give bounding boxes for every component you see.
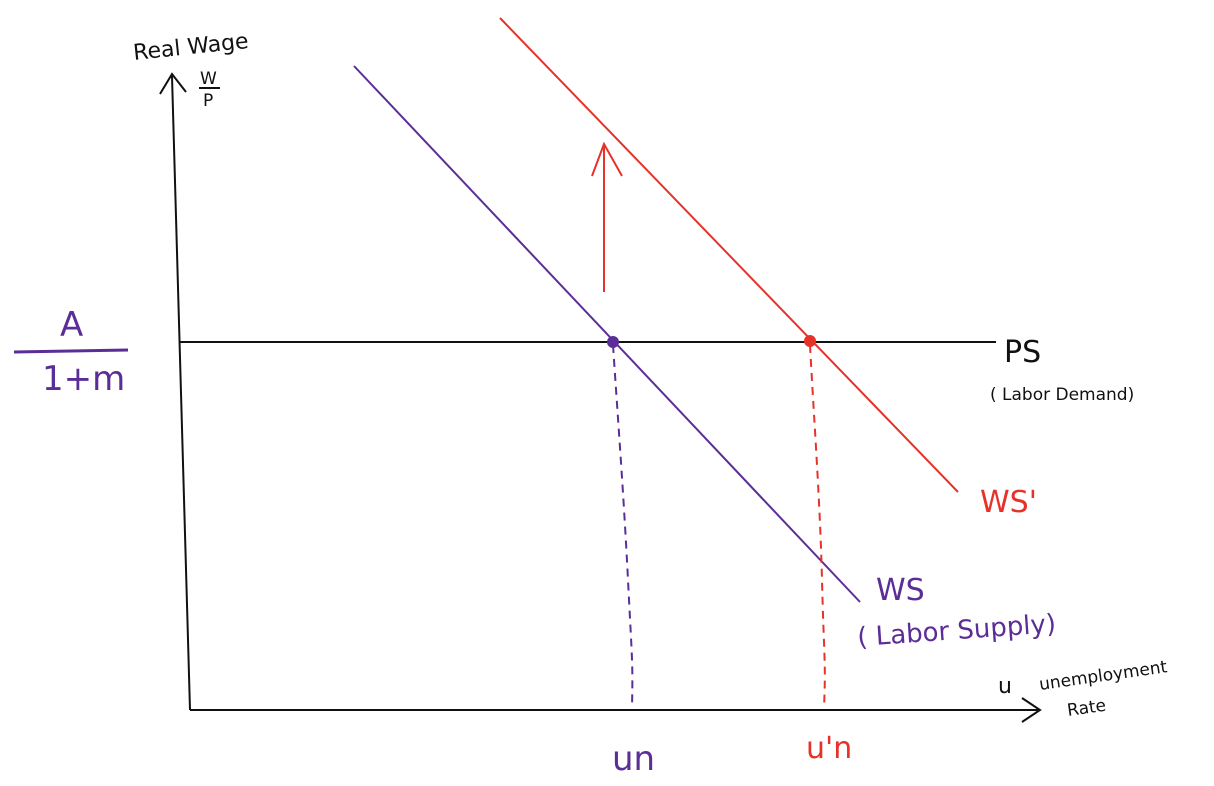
x-axis: u unemployment Rate — [190, 657, 1169, 723]
un-prime-point — [804, 335, 816, 347]
ws-prime-curve: WS' — [499, 17, 1037, 520]
markup-denominator: 1+m — [42, 359, 125, 399]
equilibrium-un-prime: u'n — [804, 335, 852, 766]
ps-curve: PS ( Labor Demand) — [180, 335, 1134, 405]
y-axis-title: Real Wage — [132, 29, 250, 66]
x-axis-arrow-icon — [1021, 697, 1042, 723]
un-point — [607, 336, 619, 348]
y-axis-fraction-denominator: P — [203, 91, 213, 111]
y-axis-arrow-icon — [159, 72, 187, 95]
y-axis-fraction-numerator: W — [200, 69, 217, 89]
x-axis-title-line2: Rate — [1066, 696, 1107, 721]
ws-sublabel: ( Labor Supply) — [856, 609, 1057, 653]
un-prime-dashed-drop — [809, 344, 826, 709]
x-axis-title-line1: unemployment — [1038, 657, 1169, 695]
ps-sublabel: ( Labor Demand) — [990, 385, 1134, 405]
shift-arrow — [591, 141, 623, 292]
markup-fraction-bar — [13, 348, 129, 354]
ws-prime-line — [499, 17, 959, 493]
y-axis: Real Wage W P — [132, 29, 250, 711]
x-axis-symbol: u — [998, 674, 1012, 699]
ws-line — [353, 65, 861, 603]
ws-label: WS — [876, 573, 925, 608]
ws-curve: WS ( Labor Supply) — [353, 65, 1057, 653]
markup-numerator: A — [60, 305, 83, 345]
un-dashed-drop — [612, 344, 634, 709]
ps-label: PS — [1004, 335, 1041, 370]
up-arrow-icon — [591, 141, 623, 177]
un-prime-label: u'n — [806, 731, 852, 766]
equilibrium-un: un — [607, 336, 655, 779]
markup-level-label: A 1+m — [13, 305, 129, 399]
ws-prime-label: WS' — [980, 485, 1037, 520]
un-label: un — [612, 739, 655, 779]
